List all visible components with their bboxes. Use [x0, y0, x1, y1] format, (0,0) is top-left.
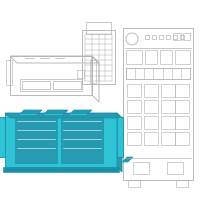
Bar: [159, 35, 163, 39]
Polygon shape: [19, 113, 37, 115]
Polygon shape: [5, 113, 122, 118]
Bar: [133, 162, 149, 174]
Bar: [161, 116, 175, 129]
Polygon shape: [69, 113, 87, 115]
Polygon shape: [117, 117, 123, 157]
Polygon shape: [117, 113, 122, 172]
Bar: [127, 84, 141, 97]
Polygon shape: [0, 117, 5, 157]
Bar: [175, 132, 189, 145]
Bar: [175, 84, 189, 97]
Bar: [173, 33, 181, 40]
Bar: [175, 116, 189, 129]
Bar: [175, 100, 189, 113]
Polygon shape: [5, 113, 117, 167]
Bar: [6, 60, 12, 85]
Bar: [176, 180, 188, 187]
Bar: [183, 33, 190, 40]
Bar: [166, 35, 170, 39]
Bar: [145, 35, 149, 39]
Polygon shape: [15, 117, 57, 163]
Bar: [144, 116, 158, 129]
Bar: [86, 22, 111, 34]
Bar: [127, 100, 141, 113]
Bar: [127, 116, 141, 129]
Polygon shape: [19, 110, 42, 115]
Bar: [123, 28, 193, 180]
Bar: [161, 84, 175, 97]
Bar: [82, 30, 115, 84]
Bar: [144, 100, 158, 113]
Bar: [167, 162, 183, 174]
Bar: [20, 79, 82, 91]
Bar: [128, 180, 140, 187]
Bar: [161, 132, 175, 145]
Bar: [127, 132, 141, 145]
Polygon shape: [43, 113, 63, 115]
Bar: [90, 60, 96, 83]
Bar: [77, 70, 84, 78]
Bar: [152, 35, 156, 39]
Polygon shape: [3, 167, 119, 172]
Bar: [161, 100, 175, 113]
Bar: [144, 84, 158, 97]
Polygon shape: [43, 110, 68, 115]
Bar: [126, 68, 190, 79]
Bar: [173, 35, 177, 39]
Bar: [175, 50, 190, 64]
Bar: [145, 50, 157, 64]
Polygon shape: [122, 157, 133, 162]
Bar: [144, 132, 158, 145]
Polygon shape: [61, 117, 103, 163]
Bar: [126, 50, 142, 64]
Bar: [53, 81, 81, 89]
Polygon shape: [69, 110, 92, 115]
Bar: [160, 50, 172, 64]
Bar: [22, 81, 50, 89]
Bar: [180, 35, 184, 39]
